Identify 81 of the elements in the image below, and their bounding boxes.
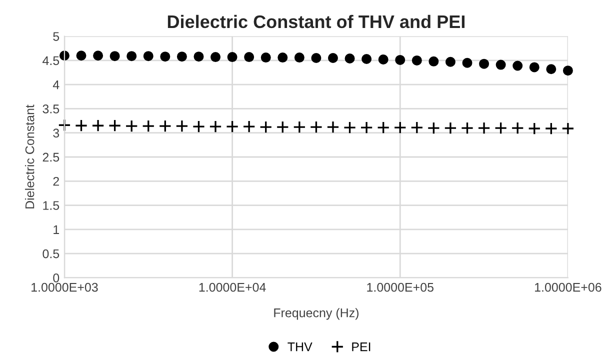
y-tick-label: 5 (53, 32, 60, 41)
point (478, 122, 490, 134)
legend-label: THV (288, 342, 312, 352)
point (496, 60, 506, 70)
y-tick-label: 1 (54, 225, 59, 234)
x-tick-label: 1.0000E+04 (199, 282, 266, 292)
point (378, 54, 388, 64)
point (428, 56, 439, 66)
x-tick-label: 1.0000E+06 (535, 282, 602, 292)
point (126, 51, 137, 62)
point (427, 122, 440, 134)
y-tick-label: 3.5 (42, 104, 60, 114)
point (412, 55, 422, 66)
point (562, 122, 574, 135)
point (512, 60, 523, 71)
point (328, 53, 338, 64)
point (529, 62, 540, 72)
point (311, 53, 322, 64)
point (125, 120, 138, 132)
point (142, 120, 155, 132)
y-axis-title: Dielectric Constant (25, 104, 34, 208)
y-tick-label: 0.5 (42, 249, 60, 258)
point (259, 120, 272, 134)
point (344, 54, 355, 64)
point (93, 50, 104, 61)
point (76, 50, 86, 61)
y-tick-label: 1.5 (43, 201, 60, 210)
point (92, 119, 104, 132)
x-tick-label: 1.0000E+03 (32, 282, 98, 292)
point (74, 119, 88, 132)
y-tick-label: 4.5 (42, 56, 60, 66)
point (394, 121, 407, 134)
y-tick-label: 4 (52, 80, 60, 90)
point (326, 120, 340, 134)
point (278, 52, 288, 63)
point (276, 120, 290, 134)
point (462, 58, 472, 68)
point (110, 51, 120, 62)
point (244, 52, 254, 62)
y-tick-label: 2 (53, 176, 59, 186)
y-tick-label: 0 (53, 273, 60, 282)
point (160, 52, 170, 62)
point (294, 52, 304, 63)
point (210, 52, 221, 62)
point (544, 122, 558, 135)
point (260, 52, 271, 63)
point (445, 56, 456, 67)
chart-title: Dielectric Constant of THV and PEI (168, 14, 464, 28)
point (209, 120, 222, 133)
point (360, 121, 373, 134)
x-tick-label: 1.0000E+05 (367, 282, 434, 292)
y-tick-label: 3 (53, 128, 60, 138)
point (310, 120, 323, 134)
point (410, 121, 424, 134)
x-axis-title: Frequecny (Hz) (274, 308, 359, 320)
point (108, 119, 122, 132)
point (192, 120, 206, 133)
point (343, 121, 356, 134)
point (143, 51, 154, 62)
point (227, 52, 238, 62)
point (460, 122, 474, 134)
y-tick-label: 2.5 (42, 152, 60, 162)
point (176, 120, 188, 132)
point (242, 120, 256, 133)
point (528, 122, 541, 135)
point (562, 66, 573, 76)
point (494, 122, 508, 134)
point (362, 54, 372, 64)
point (293, 120, 306, 134)
point (194, 52, 204, 62)
point (479, 58, 490, 69)
point (176, 52, 187, 62)
point (546, 64, 556, 74)
point (444, 122, 457, 134)
point (511, 122, 524, 134)
point (226, 120, 239, 133)
point (395, 54, 406, 65)
point (58, 118, 71, 132)
legend-label: PEI (352, 342, 370, 352)
point (376, 121, 390, 134)
point (158, 120, 172, 132)
